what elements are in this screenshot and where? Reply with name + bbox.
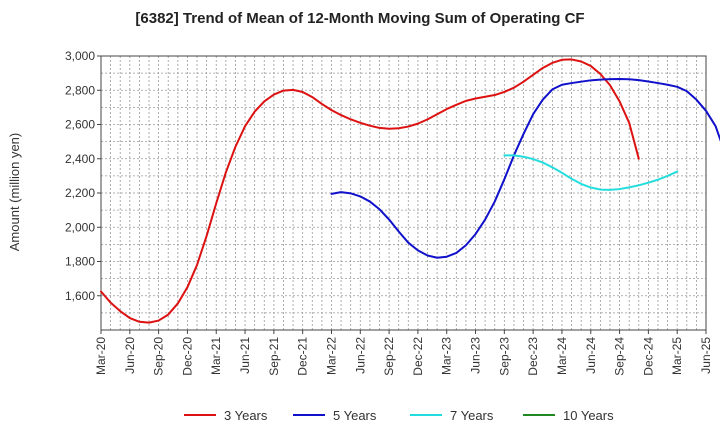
x-tick-label: Jun-25 — [699, 337, 713, 374]
x-tick-label: Sep-21 — [267, 337, 281, 376]
y-tick-label: 2,400 — [65, 152, 95, 166]
legend-label: 5 Years — [333, 408, 377, 423]
y-tick-label: 2,600 — [65, 118, 95, 132]
y-axis-ticks: 1,600 1,800 2,000 2,200 2,400 2,600 2,800 3,000 — [65, 49, 101, 303]
x-tick-label: Mar-21 — [209, 337, 223, 375]
plot-frame — [100, 55, 707, 331]
x-tick-label: Dec-23 — [526, 337, 540, 376]
x-tick-label: Jun-24 — [584, 337, 598, 374]
x-tick-label: Dec-21 — [296, 337, 310, 376]
x-tick-label: Mar-22 — [324, 337, 338, 375]
y-tick-label: 2,200 — [65, 186, 95, 200]
series-line-3-years — [100, 58, 640, 324]
series-line-5-years — [330, 77, 720, 259]
chart-title: [6382] Trend of Mean of 12-Month Moving … — [135, 10, 585, 27]
x-tick-label: Mar-20 — [94, 337, 108, 375]
x-tick-label: Dec-22 — [411, 337, 425, 376]
x-tick-label: Jun-21 — [238, 337, 252, 374]
legend-label: 3 Years — [224, 408, 268, 423]
series-lines — [100, 58, 720, 324]
y-tick-label: 1,600 — [65, 289, 95, 303]
x-tick-label: Mar-24 — [555, 337, 569, 375]
x-tick-label: Sep-20 — [152, 337, 166, 376]
x-tick-label: Jun-23 — [469, 337, 483, 374]
x-tick-label: Jun-22 — [353, 337, 367, 374]
y-axis-label: Amount (million yen) — [7, 133, 22, 252]
legend-label: 10 Years — [563, 408, 614, 423]
x-tick-label: Dec-24 — [641, 337, 655, 376]
x-tick-label: Sep-23 — [497, 337, 511, 376]
legend: 3 Years 5 Years 7 Years 10 Years — [184, 408, 614, 423]
x-tick-label: Dec-20 — [180, 337, 194, 376]
y-tick-label: 1,800 — [65, 255, 95, 269]
legend-label: 7 Years — [450, 408, 494, 423]
series-line-7-years — [503, 154, 679, 191]
x-tick-label: Mar-23 — [440, 337, 454, 375]
x-tick-label: Mar-25 — [670, 337, 684, 375]
y-tick-label: 3,000 — [65, 49, 95, 63]
x-axis-ticks: Mar-20 Jun-20 Sep-20 Dec-20 Mar-21 Jun-21 Sep-… — [94, 330, 713, 376]
y-tick-label: 2,000 — [65, 220, 95, 234]
x-tick-label: Jun-20 — [123, 337, 137, 374]
grid — [100, 56, 707, 330]
y-tick-label: 2,800 — [65, 83, 95, 97]
x-tick-label: Sep-22 — [382, 337, 396, 376]
x-tick-label: Sep-24 — [613, 337, 627, 376]
